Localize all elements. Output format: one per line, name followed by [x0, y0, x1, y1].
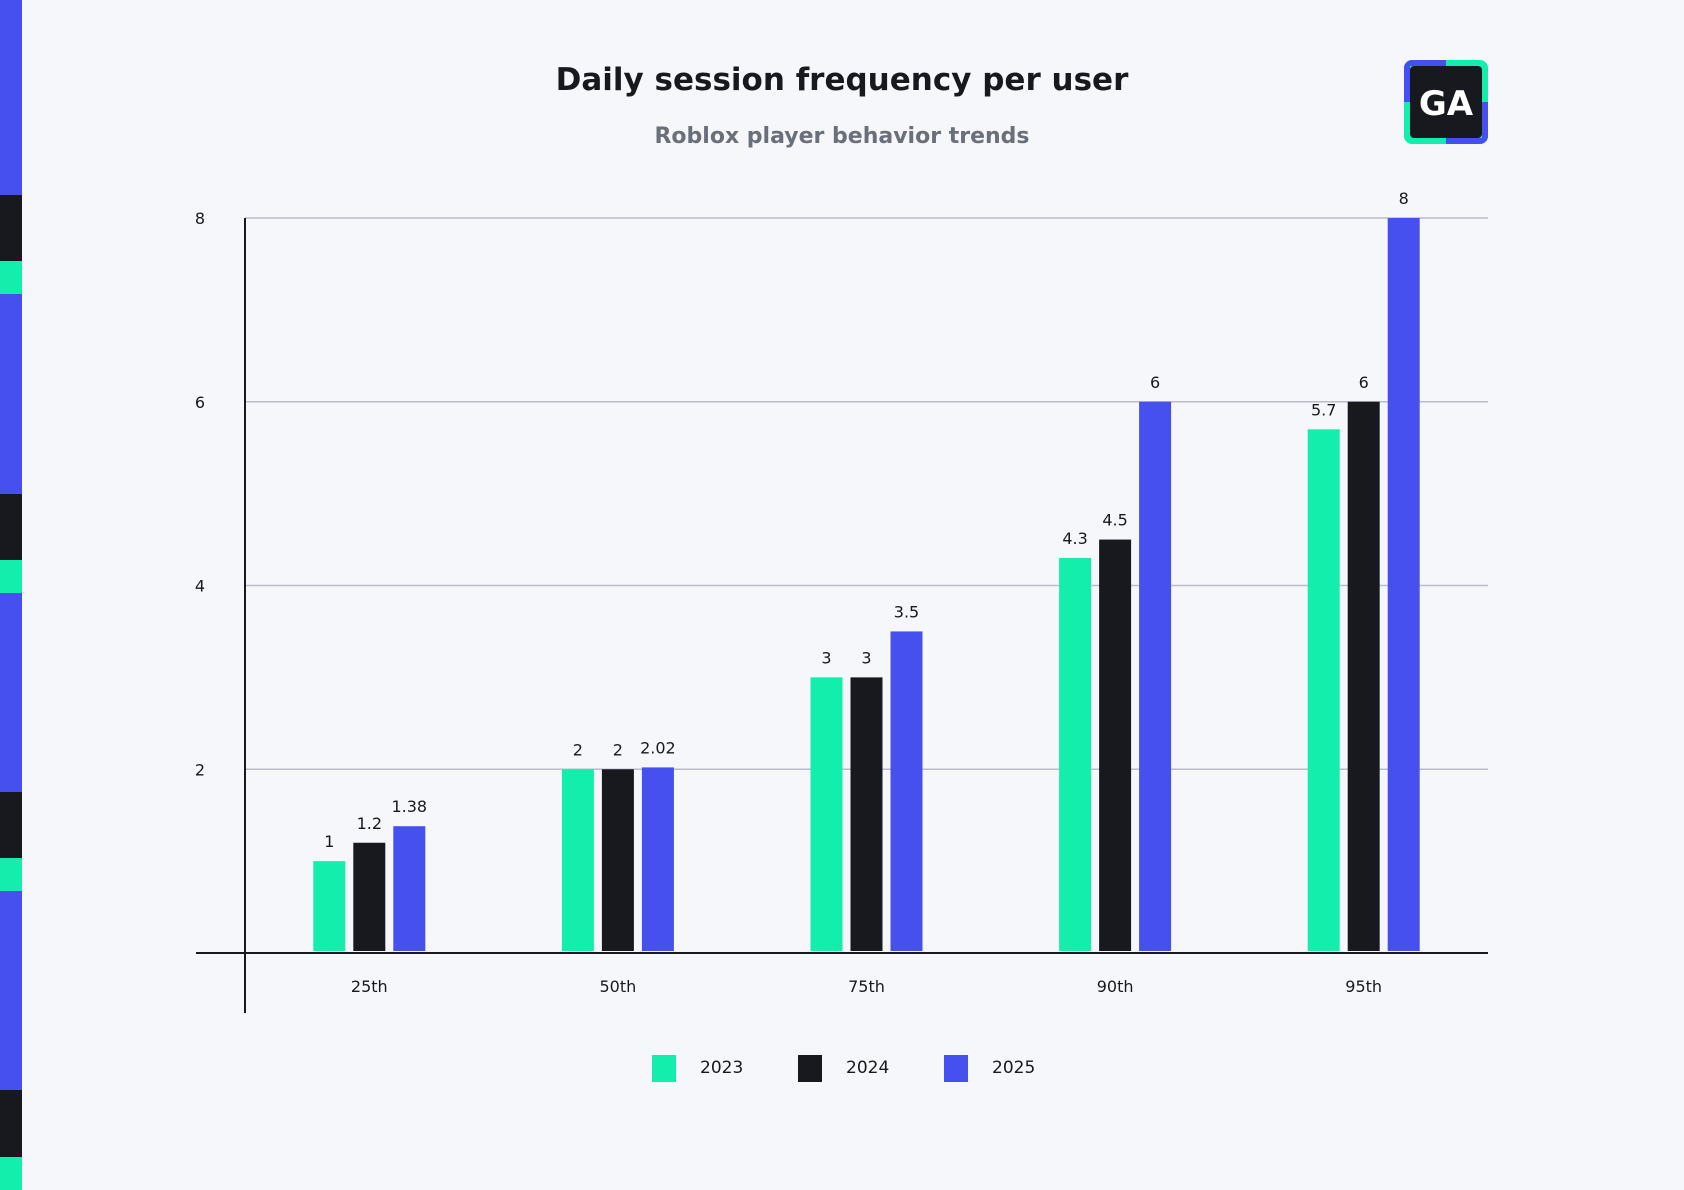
data-label: 3.5 [894, 602, 919, 621]
chart-subtitle: Roblox player behavior trends [654, 124, 1030, 149]
legend-swatch [652, 1055, 676, 1082]
bar [641, 767, 674, 951]
data-label: 2 [573, 740, 583, 759]
x-tick-label: 95th [1345, 977, 1382, 996]
logo-text: GA [1419, 84, 1474, 124]
stripe-segment-black [0, 494, 22, 560]
bar [1139, 401, 1172, 951]
stripe-segment-blue [0, 891, 22, 1090]
stripe-segment-green [0, 560, 22, 593]
bar-chart: 2 4 6 8 1 1.2 1.38 25th 2 2 2.02 50th 3 3 3.5 75th 4.3 4.… [195, 189, 1488, 1013]
y-tick-label: 6 [195, 393, 205, 412]
data-label: 5.7 [1311, 400, 1336, 419]
bar [810, 677, 843, 951]
data-label: 1.2 [357, 814, 382, 833]
data-label: 2 [613, 740, 623, 759]
bar [850, 677, 883, 951]
data-label: 3 [821, 648, 831, 667]
bar [313, 861, 346, 951]
stripe-segment-blue [0, 0, 22, 195]
logo-inner [1410, 66, 1482, 138]
data-label: 2.02 [640, 738, 676, 757]
logo-corner-blue [1446, 102, 1488, 144]
data-label: 6 [1150, 373, 1160, 392]
legend-swatch [944, 1055, 968, 1082]
stripe-segment-green [0, 858, 22, 891]
y-tick-label: 2 [195, 760, 205, 779]
data-label: 1.38 [391, 797, 427, 816]
x-tick-label: 50th [600, 977, 637, 996]
bar [353, 842, 386, 951]
x-tick-label: 90th [1097, 977, 1134, 996]
data-label: 3 [861, 648, 871, 667]
data-label: 6 [1359, 373, 1369, 392]
stripe-segment-black [0, 195, 22, 261]
y-tick-label: 8 [195, 209, 205, 228]
stripe-segment-black [0, 792, 22, 858]
chart-legend: 2023 2024 2025 [0, 1054, 1684, 1084]
bar [1059, 557, 1092, 951]
legend-label: 2023 [700, 1058, 744, 1078]
bar [890, 631, 923, 951]
stripe-segment-blue [0, 593, 22, 792]
data-label: 1 [324, 832, 334, 851]
bar [1387, 218, 1420, 951]
bar [1347, 401, 1380, 951]
legend-swatch [798, 1055, 822, 1082]
bar [393, 826, 426, 951]
bar [601, 769, 634, 951]
x-tick-label: 25th [351, 977, 388, 996]
stripe-segment-black [0, 1090, 22, 1157]
stripe-segment-green [0, 1157, 22, 1190]
legend-label: 2025 [992, 1058, 1036, 1078]
data-label: 8 [1399, 189, 1409, 208]
x-tick-label: 75th [848, 977, 885, 996]
y-tick-label: 4 [195, 577, 205, 596]
chart-title: Daily session frequency per user [555, 62, 1129, 98]
bar [561, 769, 594, 951]
side-stripe-decoration [0, 0, 22, 1190]
data-label: 4.3 [1062, 529, 1087, 548]
data-label: 4.5 [1102, 511, 1127, 530]
stripe-segment-blue [0, 294, 22, 494]
bar [1307, 429, 1340, 951]
bar [1099, 539, 1132, 951]
stripe-segment-green [0, 261, 22, 294]
logo-corner-blue [1404, 60, 1446, 102]
ga-logo-icon: GA [1404, 60, 1488, 144]
legend-label: 2024 [846, 1058, 890, 1078]
